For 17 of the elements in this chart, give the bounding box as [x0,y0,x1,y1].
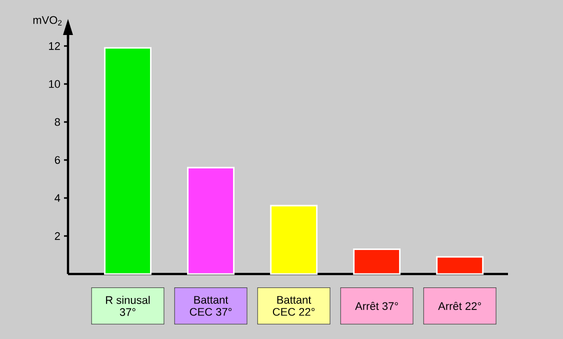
x-tick-label: R sinusal 37° [106,296,150,316]
y-tick-label: 10 [49,80,60,88]
bar [187,166,235,275]
y-tick-label: 4 [54,194,60,202]
y-tick-label: 8 [54,118,60,126]
y-tick-label: 12 [49,42,60,50]
bar [436,256,484,275]
y-tick-label: 6 [54,156,60,164]
bar [104,47,152,275]
bar [353,248,401,275]
y-axis-title: mVO$_{2}$ [33,16,62,26]
x-tick-label: Arrêt 37° [355,302,398,310]
bar [270,204,318,275]
y-tick-label: 2 [54,232,60,240]
x-tick-label: Battant CEC 37° [190,296,232,316]
x-tick-label: Arrêt 22° [438,302,481,310]
x-tick-label: Battant CEC 22° [272,296,315,316]
